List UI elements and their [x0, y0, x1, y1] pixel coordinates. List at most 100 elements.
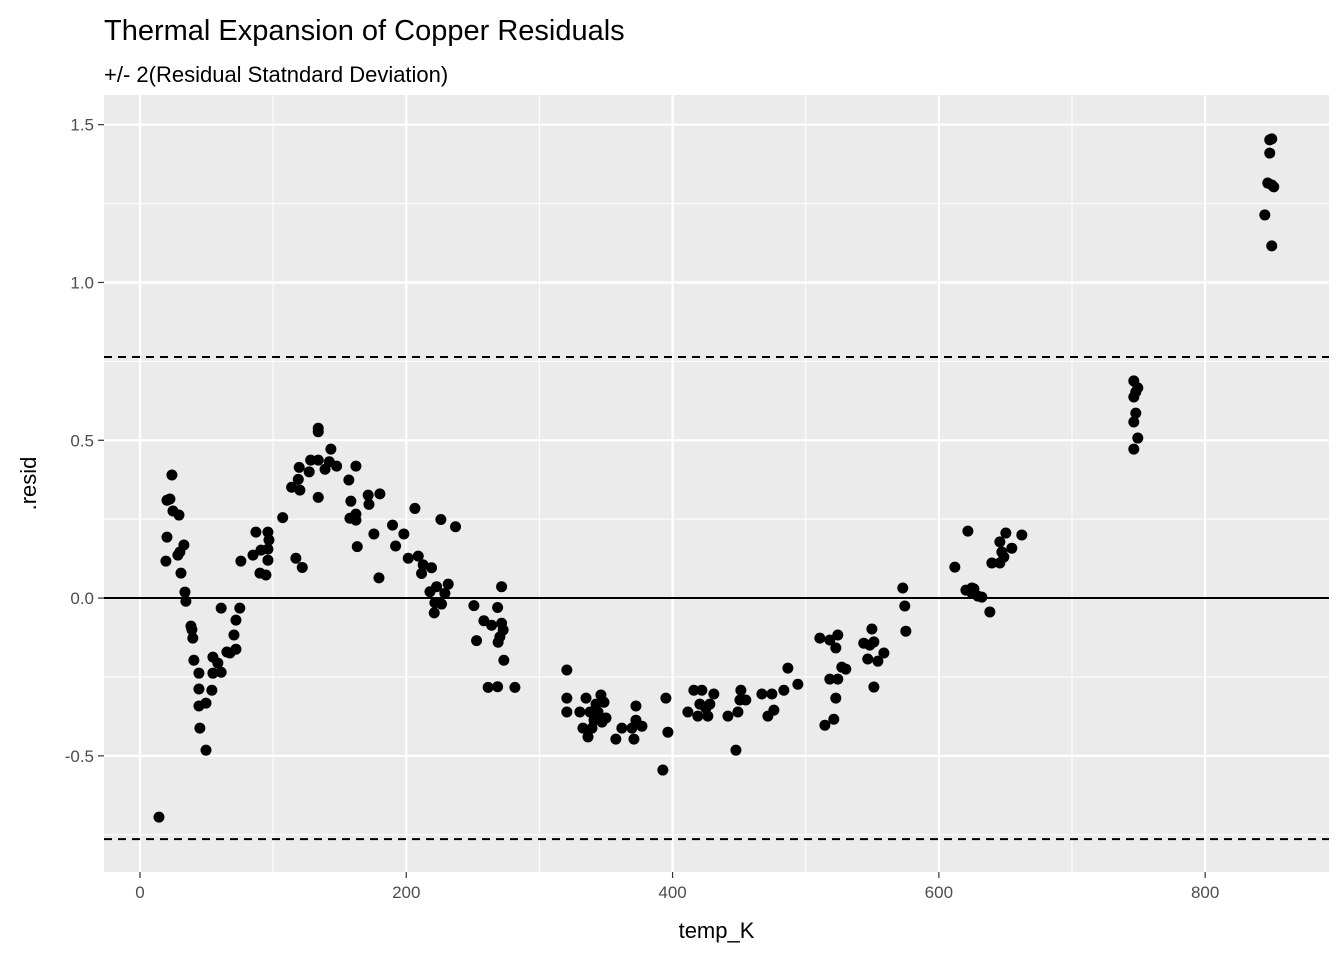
data-point	[986, 557, 998, 569]
data-points	[153, 133, 1280, 823]
data-point	[696, 684, 708, 696]
data-point	[584, 706, 596, 718]
data-point	[312, 426, 324, 438]
data-point	[435, 513, 447, 525]
data-point	[735, 684, 747, 696]
data-point	[215, 602, 227, 614]
data-point	[362, 489, 374, 501]
data-point	[692, 710, 704, 722]
data-point	[900, 625, 912, 637]
data-point	[582, 731, 594, 743]
data-point	[350, 460, 362, 472]
data-point	[824, 673, 836, 685]
data-point	[235, 555, 247, 567]
y-tick-label: 1.5	[70, 116, 94, 135]
data-point	[161, 531, 173, 543]
data-point	[263, 534, 275, 546]
data-point	[962, 525, 974, 537]
data-point	[628, 733, 640, 745]
data-point	[178, 539, 190, 551]
data-point	[868, 681, 880, 693]
data-point	[949, 561, 961, 573]
data-point	[325, 443, 337, 455]
data-point	[180, 595, 192, 607]
data-point	[426, 562, 438, 574]
data-point	[262, 554, 274, 566]
data-point	[509, 681, 521, 693]
data-point	[200, 697, 212, 709]
data-point	[1128, 443, 1140, 455]
data-point	[188, 654, 200, 666]
data-point	[417, 559, 429, 571]
x-axis-label: temp_K	[679, 918, 755, 943]
data-point	[832, 673, 844, 685]
data-point	[984, 606, 996, 618]
data-point	[293, 461, 305, 473]
data-point	[173, 509, 185, 521]
data-point	[657, 764, 669, 776]
data-point	[230, 643, 242, 655]
data-point	[862, 653, 874, 665]
data-point	[153, 811, 165, 823]
data-point	[402, 552, 414, 564]
chart-subtitle: +/- 2(Residual Statndard Deviation)	[104, 62, 448, 87]
data-point	[230, 614, 242, 626]
data-point	[363, 498, 375, 510]
data-point	[294, 484, 306, 496]
data-point	[486, 619, 498, 631]
data-point	[702, 710, 714, 722]
data-point	[899, 600, 911, 612]
data-point	[206, 684, 218, 696]
data-point	[164, 493, 176, 505]
data-point	[1016, 529, 1028, 541]
data-point	[428, 607, 440, 619]
data-point	[830, 692, 842, 704]
data-point	[215, 666, 227, 678]
data-point	[468, 600, 480, 612]
data-point	[732, 706, 744, 718]
data-point	[409, 502, 421, 514]
data-point	[387, 519, 399, 531]
data-point	[179, 586, 191, 598]
data-point	[296, 561, 308, 573]
data-point	[492, 602, 504, 614]
data-point	[1268, 181, 1280, 193]
data-point	[442, 578, 454, 590]
data-point	[616, 722, 628, 734]
data-point	[187, 632, 199, 644]
data-point	[1132, 382, 1144, 394]
data-point	[331, 460, 343, 472]
data-point	[1132, 432, 1144, 444]
data-point	[897, 582, 909, 594]
data-point	[1266, 240, 1278, 252]
data-point	[286, 481, 298, 493]
data-point	[492, 681, 504, 693]
data-point	[660, 692, 672, 704]
data-point	[630, 700, 642, 712]
data-point	[682, 706, 694, 718]
data-point	[1128, 416, 1140, 428]
data-point	[234, 602, 246, 614]
data-point	[832, 629, 844, 641]
data-point	[305, 454, 317, 466]
data-point	[390, 540, 402, 552]
data-point	[343, 474, 355, 486]
y-tick-label: 0.0	[70, 589, 94, 608]
data-point	[496, 581, 508, 593]
data-point	[471, 635, 483, 647]
data-point	[450, 521, 462, 533]
data-point	[212, 657, 224, 669]
data-point	[416, 567, 428, 579]
data-point	[247, 549, 259, 561]
axes: 0 200 400 600 800 -0.5 0.0 0.5 1.0 1.5	[65, 116, 1220, 902]
data-point	[998, 551, 1010, 563]
data-point	[228, 629, 240, 641]
data-point	[303, 466, 315, 478]
data-point	[482, 681, 494, 693]
data-point	[778, 684, 790, 696]
y-tick-label: 0.5	[70, 431, 94, 450]
data-point	[368, 528, 380, 540]
data-point	[194, 722, 206, 734]
data-point	[561, 692, 573, 704]
y-tick-label: 1.0	[70, 273, 94, 292]
